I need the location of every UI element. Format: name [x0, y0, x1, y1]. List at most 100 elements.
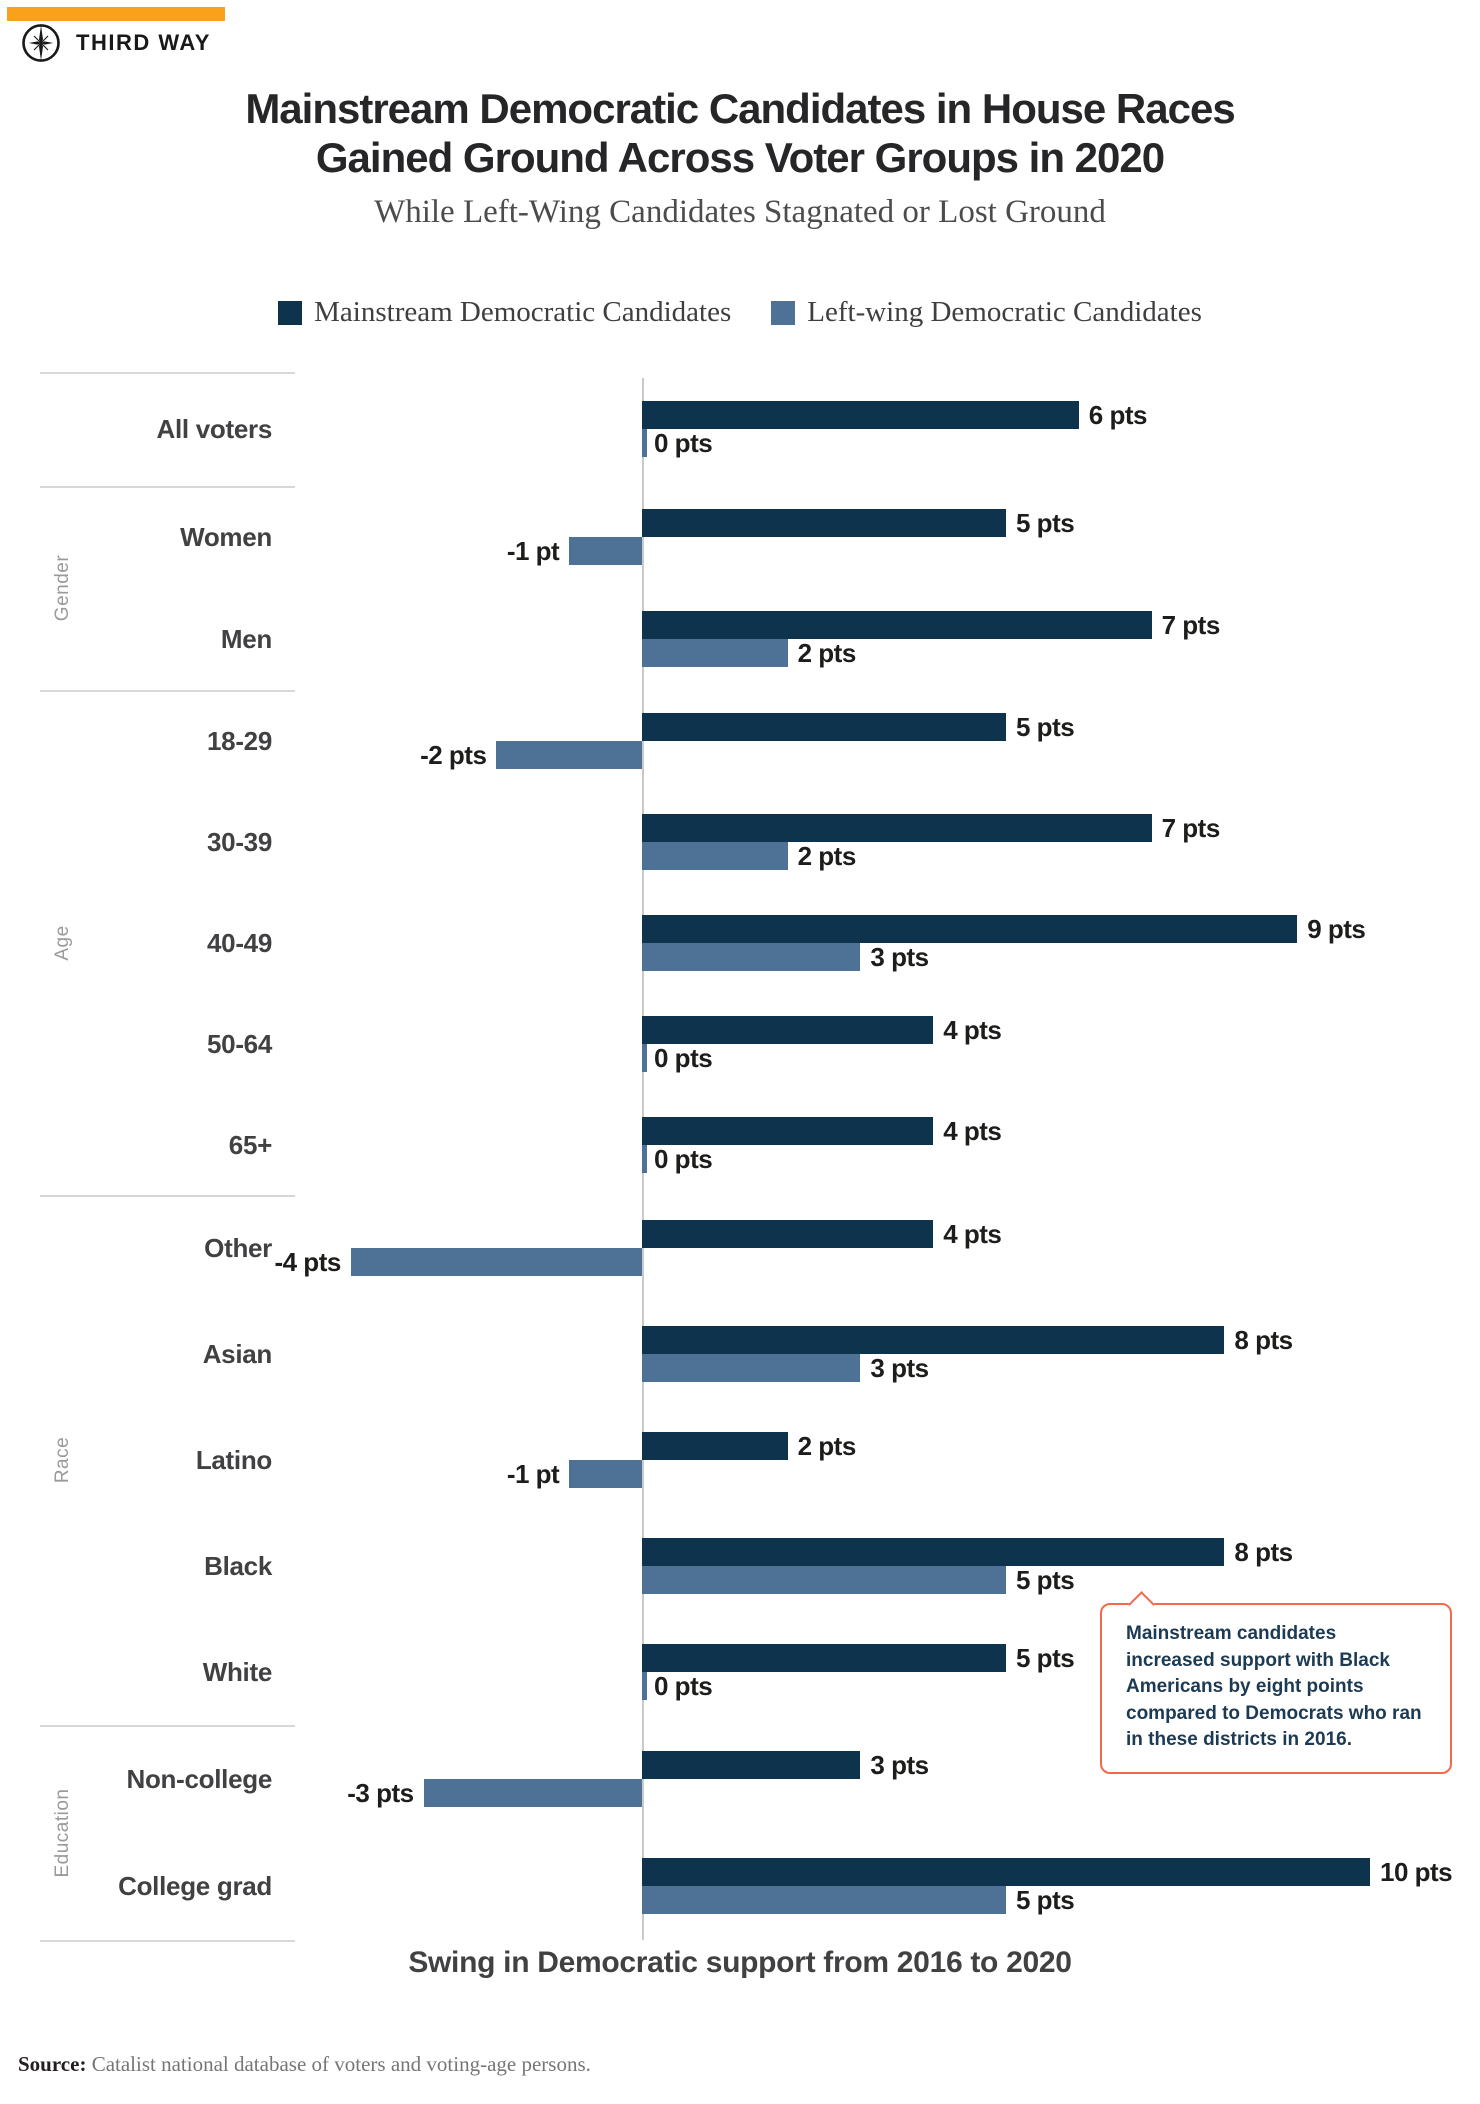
bar-mainstream-asian — [642, 1326, 1225, 1354]
annotation-callout: Mainstream candidates increased support … — [1100, 1603, 1452, 1774]
value-label-leftwing-50-64: 0 pts — [654, 1042, 713, 1073]
title-block: Mainstream Democratic Candidates in Hous… — [0, 84, 1480, 231]
value-label-leftwing-18-29: -2 pts — [420, 739, 487, 770]
group-divider — [40, 690, 295, 692]
row-label-18-29: 18-29 — [207, 725, 272, 756]
value-label-mainstream-college-grad: 10 pts — [1380, 1857, 1453, 1888]
bar-leftwing-40-49 — [642, 942, 861, 971]
group-divider — [40, 372, 295, 374]
value-label-mainstream-all-voters: 6 pts — [1088, 400, 1148, 430]
bar-mainstream-non-college — [642, 1750, 861, 1779]
row-label-40-49: 40-49 — [207, 927, 272, 958]
value-label-leftwing-women: -1 pt — [506, 536, 560, 566]
legend-item-leftwing: Left-wing Democratic Candidates — [771, 296, 1202, 329]
bar-mainstream-18-29 — [642, 712, 1006, 741]
group-label-education: Education — [52, 1787, 73, 1878]
bar-leftwing-all-voters — [642, 429, 647, 457]
brand-accent-bar — [7, 7, 225, 21]
bar-chart: Mainstream candidates increased support … — [0, 372, 1480, 1942]
value-label-mainstream-50-64: 4 pts — [943, 1014, 1002, 1045]
group-label-gender: Gender — [52, 554, 73, 622]
group-divider — [40, 1940, 295, 1942]
value-label-mainstream-65: 4 pts — [943, 1115, 1002, 1146]
bar-mainstream-all-voters — [642, 401, 1079, 429]
bar-leftwing-non-college — [423, 1778, 642, 1807]
value-label-leftwing-30-39: 2 pts — [797, 840, 857, 871]
value-label-leftwing-65: 0 pts — [654, 1143, 713, 1174]
x-axis-label: Swing in Democratic support from 2016 to… — [408, 1946, 1072, 1979]
group-divider — [40, 486, 295, 488]
bar-mainstream-white — [642, 1644, 1006, 1672]
value-label-leftwing-college-grad: 5 pts — [1016, 1885, 1075, 1916]
value-label-leftwing-other: -4 pts — [274, 1247, 341, 1277]
row-label-30-39: 30-39 — [207, 826, 272, 857]
row-label-black: Black — [204, 1551, 272, 1581]
chart-title-line1: Mainstream Democratic Candidates in Hous… — [245, 85, 1235, 132]
row-label-men: Men — [220, 624, 272, 654]
value-label-mainstream-non-college: 3 pts — [870, 1749, 929, 1780]
chart-subtitle: While Left-Wing Candidates Stagnated or … — [374, 194, 1106, 230]
value-label-mainstream-women: 5 pts — [1016, 508, 1075, 538]
bar-leftwing-18-29 — [496, 740, 642, 769]
bar-leftwing-college-grad — [642, 1886, 1006, 1915]
bar-mainstream-men — [642, 611, 1152, 639]
value-label-leftwing-non-college: -3 pts — [347, 1777, 414, 1808]
value-label-leftwing-asian: 3 pts — [870, 1353, 929, 1383]
bar-leftwing-men — [642, 639, 788, 667]
value-label-leftwing-all-voters: 0 pts — [654, 428, 713, 458]
row-label-college-grad: College grad — [118, 1871, 272, 1902]
value-label-mainstream-30-39: 7 pts — [1161, 812, 1221, 843]
row-label-all-voters: All voters — [156, 414, 273, 444]
legend-item-mainstream: Mainstream Democratic Candidates — [278, 296, 731, 329]
value-label-leftwing-black: 5 pts — [1016, 1565, 1075, 1595]
row-label-latino: Latino — [195, 1445, 272, 1475]
chart-legend: Mainstream Democratic Candidates Left-wi… — [0, 296, 1480, 329]
bar-mainstream-40-49 — [642, 914, 1298, 943]
row-label-asian: Asian — [202, 1339, 273, 1369]
value-label-mainstream-men: 7 pts — [1161, 610, 1221, 640]
value-label-leftwing-men: 2 pts — [797, 638, 857, 668]
bar-mainstream-women — [642, 509, 1006, 537]
row-label-50-64: 50-64 — [207, 1028, 272, 1059]
source-prefix: Source: — [18, 2052, 87, 2076]
bar-mainstream-black — [642, 1538, 1225, 1566]
bar-mainstream-50-64 — [642, 1015, 934, 1044]
bar-mainstream-college-grad — [642, 1858, 1370, 1887]
compass-star-icon — [22, 24, 60, 62]
value-label-mainstream-40-49: 9 pts — [1307, 913, 1366, 944]
row-label-non-college: Non-college — [126, 1763, 273, 1794]
legend-label-mainstream: Mainstream Democratic Candidates — [314, 296, 732, 328]
value-label-leftwing-white: 0 pts — [654, 1671, 713, 1701]
bar-leftwing-white — [642, 1672, 647, 1700]
bar-leftwing-50-64 — [642, 1043, 647, 1072]
bar-leftwing-latino — [569, 1460, 642, 1488]
value-label-leftwing-40-49: 3 pts — [870, 941, 929, 972]
legend-label-leftwing: Left-wing Democratic Candidates — [807, 296, 1202, 328]
value-label-mainstream-black: 8 pts — [1234, 1537, 1293, 1567]
bar-leftwing-women — [569, 537, 642, 565]
brand-logo: THIRD WAY — [20, 22, 211, 64]
row-label-white: White — [202, 1657, 273, 1687]
value-label-leftwing-latino: -1 pt — [506, 1459, 560, 1489]
bar-mainstream-30-39 — [642, 813, 1152, 842]
bar-mainstream-other — [642, 1220, 934, 1248]
bar-leftwing-65 — [642, 1144, 647, 1173]
row-label-65: 65+ — [228, 1129, 273, 1160]
legend-swatch-mainstream — [278, 300, 303, 325]
brand-name: THIRD WAY — [76, 30, 211, 55]
bar-leftwing-black — [642, 1566, 1006, 1594]
bar-leftwing-asian — [642, 1354, 861, 1382]
value-label-mainstream-latino: 2 pts — [797, 1431, 857, 1461]
group-divider — [40, 1195, 295, 1197]
value-label-mainstream-asian: 8 pts — [1234, 1325, 1293, 1355]
bar-mainstream-65 — [642, 1116, 934, 1145]
bar-leftwing-30-39 — [642, 841, 788, 870]
bar-leftwing-other — [350, 1248, 642, 1276]
chart-title-line2: Gained Ground Across Voter Groups in 202… — [315, 134, 1165, 181]
bar-mainstream-latino — [642, 1432, 788, 1460]
value-label-mainstream-white: 5 pts — [1016, 1643, 1075, 1673]
value-label-mainstream-other: 4 pts — [943, 1219, 1002, 1249]
group-divider — [40, 1725, 295, 1727]
value-label-mainstream-18-29: 5 pts — [1016, 711, 1075, 742]
legend-swatch-leftwing — [771, 300, 796, 325]
